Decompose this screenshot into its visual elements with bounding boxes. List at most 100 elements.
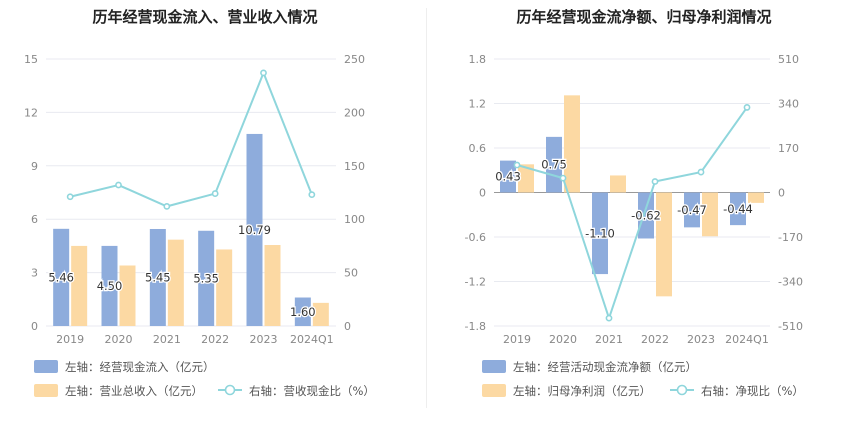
chart2-bar-series1-2022	[638, 192, 654, 239]
chart1-right-tick-label: 100	[344, 213, 365, 226]
chart2-legend-line-marker	[676, 384, 688, 396]
chart1-data-label-2022: 5.35	[193, 271, 219, 285]
chart2-data-label-2020: 0.75	[541, 158, 567, 172]
chart2-ratio-point-2019	[513, 161, 521, 169]
chart1-legend-swatch-2	[34, 384, 58, 397]
chart2-legend-swatch-2	[482, 384, 506, 397]
chart2-title: 历年经营现金流净额、归母净利润情况	[516, 8, 771, 26]
chart1-right-tick-label: 150	[344, 160, 365, 173]
chart1-data-label-2019: 5.46	[48, 270, 74, 284]
chart1-right-tick-label: 200	[344, 106, 365, 119]
chart2-right-tick-label: 510	[778, 53, 799, 66]
chart2-left-tick-label: -1.2	[465, 276, 486, 289]
chart1-left-tick-label: 12	[24, 106, 38, 119]
chart2-category-label: 2020	[549, 333, 577, 346]
chart2-ratio-point-2023	[697, 168, 705, 176]
chart1-bar-series2-2020	[119, 265, 136, 326]
chart1-title: 历年经营现金流入、营业收入情况	[92, 8, 317, 26]
chart1-bar-series2-2021	[167, 239, 184, 326]
chart2-data-label-2022: -0.62	[631, 208, 661, 222]
chart1-left-tick-label: 3	[31, 267, 38, 280]
chart2-right-tick-label: 340	[778, 98, 799, 111]
chart1-ratio-point-2024Q1	[308, 191, 316, 199]
chart1-ratio-point-2023	[260, 69, 267, 77]
chart2-data-label-2021: -1.10	[585, 226, 615, 240]
chart1-data-label-2023: 10.79	[238, 223, 271, 237]
chart2-bar-series2-2020	[564, 95, 580, 193]
chart2-bar-series1-2023	[684, 192, 700, 228]
chart2-right-tick-label: -510	[778, 320, 803, 333]
chart1-legend-line-marker	[224, 384, 236, 396]
panel-divider	[426, 8, 427, 408]
chart2-right-tick-label: -170	[778, 231, 803, 244]
chart2-data-label-2023: -0.47	[677, 203, 707, 217]
chart2-bar-series2-2024Q1	[748, 192, 764, 203]
chart2-ratio-point-2020	[559, 174, 567, 182]
chart2-category-label: 2022	[641, 333, 669, 346]
chart2-left-tick-label: 0.6	[469, 142, 487, 155]
chart2-category-label: 2021	[595, 333, 623, 346]
chart2-left-tick-label: -1.8	[465, 320, 486, 333]
chart1-bar-series1-2024Q1	[294, 297, 311, 326]
chart1-category-label: 2020	[105, 333, 133, 346]
chart1-category-label: 2024Q1	[290, 333, 334, 346]
chart1-ratio-point-2021	[163, 202, 171, 210]
chart1-ratio-point-2020	[115, 181, 122, 189]
chart2-category-label: 2019	[503, 333, 531, 346]
chart1-bar-series2-2022	[216, 249, 233, 326]
chart2-bar-series1-2020	[546, 136, 562, 193]
chart2-bar-series1-2024Q1	[730, 192, 746, 226]
chart1-bar-series1-2023	[246, 133, 263, 326]
chart2-bar-series1-2021	[592, 192, 608, 275]
chart2-ratio-point-2024Q1	[743, 104, 751, 111]
chart1-bar-series2-2019	[71, 245, 88, 326]
chart2-left-tick-label: 1.8	[469, 53, 487, 66]
chart2-data-label-2024Q1: -0.44	[723, 202, 753, 216]
chart2-ratio-line	[516, 106, 748, 322]
chart2-category-label: 2023	[687, 333, 715, 346]
chart1-ratio-point-2022	[211, 190, 219, 197]
chart1-legend-label-3: 右轴：营收现金比（%）	[249, 384, 375, 398]
chart2-legend-label-2: 左轴：归母净利润（亿元）	[513, 384, 651, 398]
chart2-bar-series2-2023	[702, 192, 718, 237]
chart1-right-tick-label: 50	[344, 267, 358, 280]
chart1-left-tick-label: 9	[31, 160, 38, 173]
chart2-data-label-2019: 0.43	[495, 170, 521, 184]
chart1-category-label: 2019	[56, 333, 84, 346]
chart-1: 历年经营现金流入、营业收入情况0369121505010015020025020…	[24, 8, 375, 398]
chart2-left-tick-label: 1.2	[469, 98, 487, 111]
chart2-legend-swatch-1	[482, 360, 506, 373]
chart1-legend-swatch-1	[34, 360, 58, 373]
chart2-legend-label-1: 左轴：经营活动现金流净额（亿元）	[513, 360, 697, 374]
chart2-bar-series1-2019	[500, 160, 516, 193]
chart2-right-tick-label: -340	[778, 276, 803, 289]
chart-2: 历年经营现金流净额、归母净利润情况 -1.8 -1.2 -0.6 0 0.6 1.2 1.8 -…	[465, 8, 804, 398]
chart1-bar-series2-2023	[264, 245, 281, 326]
chart2-right-tick-label: 170	[778, 142, 799, 155]
chart1-legend-label-1: 左轴：经营现金流入（亿元）	[65, 360, 215, 374]
chart1-data-label-2021: 5.45	[145, 270, 171, 284]
chart2-bar-series2-2021	[610, 175, 626, 193]
chart2-bar-series2-2022	[656, 192, 672, 297]
chart1-category-label: 2023	[250, 333, 278, 346]
chart1-data-label-2024Q1: 1.60	[290, 305, 316, 319]
chart2-left-tick-label: 0	[479, 187, 486, 200]
chart2-right-tick-label: 0	[778, 187, 785, 200]
chart2-category-label: 2024Q1	[725, 333, 769, 346]
chart1-bar-series1-2022	[198, 230, 215, 326]
chart2-ratio-point-2021	[605, 314, 613, 322]
chart1-bar-series1-2019	[53, 228, 70, 326]
chart1-left-tick-label: 0	[31, 320, 38, 333]
chart1-ratio-point-2019	[66, 193, 74, 201]
chart1-category-label: 2021	[153, 333, 181, 346]
chart1-ratio-line	[69, 70, 313, 208]
chart2-legend-label-3: 右轴：净现比（%）	[701, 384, 804, 398]
chart1-bar-series2-2024Q1	[312, 302, 329, 326]
chart1-data-label-2020: 4.50	[97, 279, 123, 293]
chart1-category-label: 2022	[201, 333, 229, 346]
chart1-legend-label-2: 左轴：营业总收入（亿元）	[65, 384, 203, 398]
chart2-ratio-point-2022	[651, 178, 659, 185]
chart1-left-tick-label: 6	[31, 213, 38, 226]
chart1-right-tick-label: 250	[344, 53, 365, 66]
